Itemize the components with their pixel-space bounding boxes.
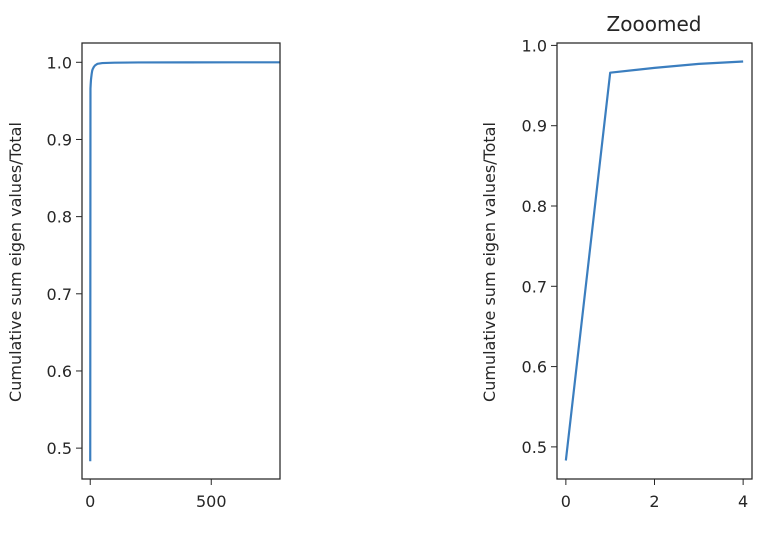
y-axis-label: Cumulative sum eigen values/Total <box>480 122 499 402</box>
x-ticks: 0 2 4 <box>561 479 748 511</box>
y-tick-label: 0.8 <box>522 197 547 216</box>
y-tick-label: 0.6 <box>522 358 547 377</box>
y-tick-label: 0.8 <box>47 208 72 227</box>
x-tick-label: 4 <box>738 492 748 511</box>
y-tick-label: 1.0 <box>47 53 72 72</box>
x-ticks: 0 500 <box>85 479 227 511</box>
y-tick-label: 0.5 <box>522 438 547 457</box>
subplot-title: Zooomed <box>607 12 702 36</box>
y-tick-label: 1.0 <box>522 36 547 55</box>
y-ticks: 0.5 0.6 0.7 0.8 0.9 1.0 <box>47 53 82 458</box>
y-tick-label: 0.7 <box>522 277 547 296</box>
x-tick-label: 0 <box>85 492 95 511</box>
y-ticks: 0.5 0.6 0.7 0.8 0.9 1.0 <box>522 36 557 457</box>
series-line <box>564 60 744 461</box>
y-tick-label: 0.7 <box>47 285 72 304</box>
x-tick-label: 2 <box>649 492 659 511</box>
x-tick-label: 500 <box>196 492 227 511</box>
axes-frame <box>81 42 281 480</box>
full-spectrum-subplot: Cumulative sum eigen values/Total 0.5 0.6… <box>6 42 281 511</box>
y-tick-label: 0.9 <box>522 117 547 136</box>
x-tick-label: 0 <box>561 492 571 511</box>
y-tick-label: 0.6 <box>47 362 72 381</box>
series-line <box>89 61 280 462</box>
axes-frame <box>556 42 753 480</box>
series-layer <box>89 61 280 462</box>
y-tick-label: 0.5 <box>47 439 72 458</box>
y-axis-label: Cumulative sum eigen values/Total <box>6 122 25 402</box>
zoomed-subplot: Zooomed Cumulative sum eigen values/Tota… <box>480 12 753 511</box>
series-layer <box>564 60 744 461</box>
y-tick-label: 0.9 <box>47 130 72 149</box>
